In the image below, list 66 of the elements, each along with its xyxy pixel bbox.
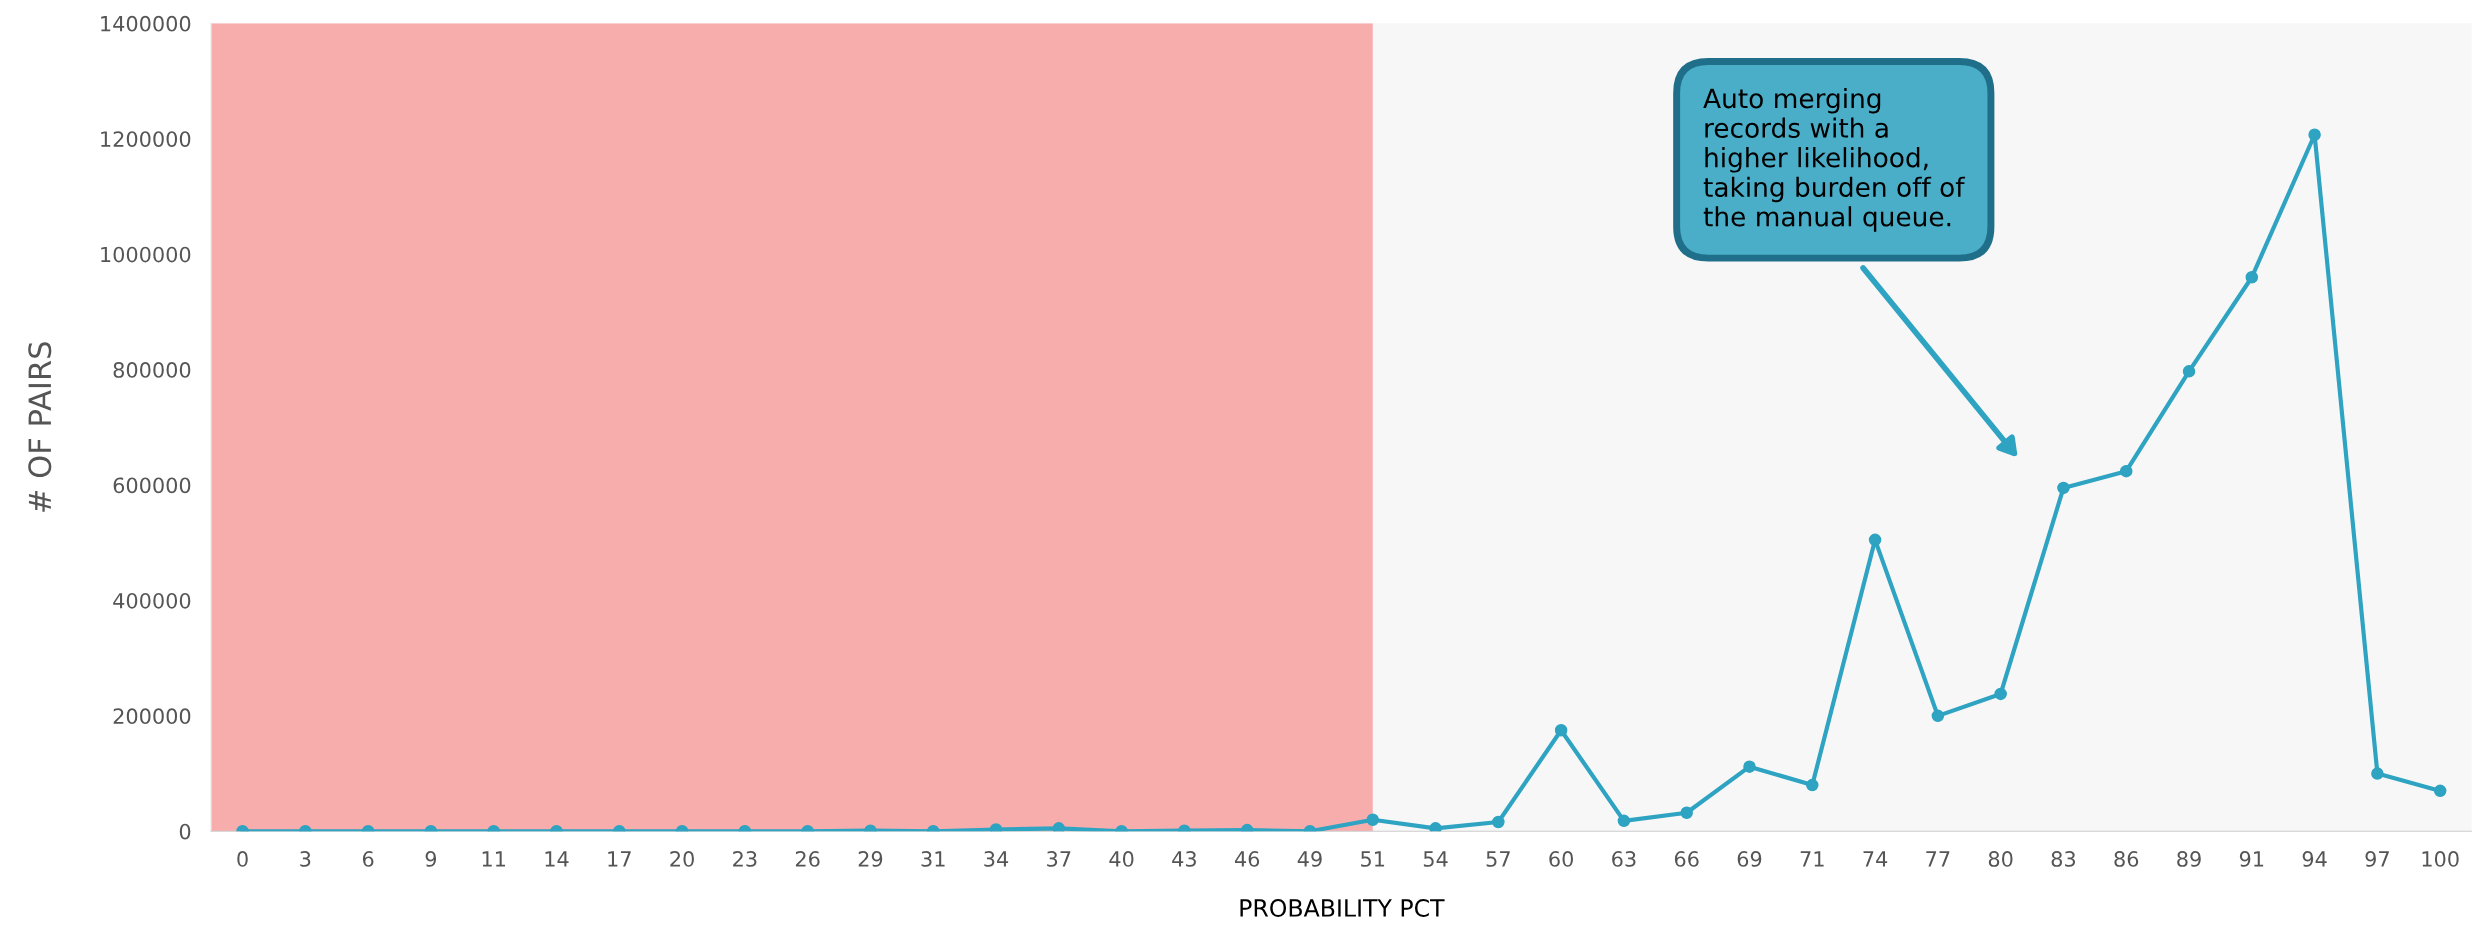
- x-tick-label: 77: [1926, 851, 1950, 867]
- x-tick-label: 80: [1988, 851, 2013, 867]
- x-tick-label: 63: [1612, 851, 1636, 867]
- x-tick-label: 100: [2422, 851, 2459, 867]
- x-tick-label: 14: [545, 851, 569, 867]
- y-tick-label: 800000: [113, 362, 191, 378]
- y-tick-label: 1200000: [101, 131, 191, 147]
- x-tick-label: 43: [1172, 851, 1196, 867]
- point: [2119, 464, 2133, 478]
- point: [2182, 365, 2196, 378]
- y-tick-label: 400000: [113, 592, 191, 609]
- x-tick-label: 34: [984, 851, 1009, 867]
- x-tick-label: 6: [362, 851, 374, 867]
- point: [1052, 822, 1066, 832]
- x-tick-label: 23: [733, 851, 757, 867]
- point: [2371, 767, 2384, 780]
- x-tick-label: 69: [1737, 851, 1762, 867]
- x-tick-label: 60: [1549, 851, 1573, 867]
- point: [1366, 813, 1380, 826]
- y-tick-label: 1000000: [101, 246, 191, 263]
- y-tick-label: 200000: [113, 708, 191, 725]
- x-tick-label: 74: [1863, 851, 1888, 867]
- x-tick-label: 11: [482, 851, 506, 867]
- x-tick-label: 31: [921, 851, 945, 867]
- point: [2308, 128, 2321, 141]
- x-tick-label: 40: [1109, 851, 1134, 867]
- x-tick-label: 26: [795, 851, 820, 867]
- x-axis-title: PROBABILITY PCT: [1240, 899, 1445, 917]
- x-tick-label: 49: [1297, 851, 1322, 867]
- point: [2433, 784, 2447, 798]
- x-tick-label: 91: [2239, 851, 2264, 867]
- y-tick-label: 1400000: [101, 15, 191, 32]
- point: [1429, 822, 1442, 832]
- x-tick-label: 89: [2177, 851, 2201, 867]
- x-tick-label: 97: [2365, 851, 2389, 867]
- x-tick-label: 83: [2051, 851, 2076, 867]
- x-tick-label: 0: [237, 851, 248, 867]
- x-tick-label: 51: [1361, 851, 1385, 867]
- x-tick-label: 66: [1674, 851, 1699, 867]
- point: [1554, 724, 1568, 737]
- y-axis-title: # OF PAIRS: [28, 342, 52, 512]
- point: [1617, 814, 1631, 828]
- x-tick-label: 20: [670, 851, 694, 867]
- y-tick-label: 0: [179, 823, 191, 840]
- x-tick-label: 17: [608, 851, 631, 867]
- point: [1492, 815, 1505, 829]
- x-tick-label: 94: [2302, 851, 2327, 867]
- x-tick-label: 37: [1047, 851, 1071, 867]
- point: [2245, 271, 2259, 284]
- point: [1931, 709, 1945, 723]
- x-tick-label: 71: [1800, 851, 1824, 867]
- point: [1994, 687, 2007, 701]
- point: [1743, 760, 1756, 773]
- x-tick-label: 3: [300, 851, 311, 867]
- x-tick-label: 29: [858, 851, 883, 867]
- point: [2057, 481, 2070, 495]
- point: [1806, 778, 1819, 792]
- annotation: Auto merging records with a higher likelihood, taking burden off of the manual queue.: [1703, 87, 1966, 232]
- x-tick-label: 57: [1486, 851, 1510, 867]
- x-tick-label: 9: [425, 851, 437, 867]
- point: [1868, 533, 1882, 547]
- x-tick-label: 86: [2114, 851, 2139, 867]
- x-tick-label: 54: [1423, 851, 1448, 867]
- y-tick-label: 600000: [113, 477, 191, 494]
- x-tick-label: 46: [1234, 851, 1260, 867]
- point: [1680, 806, 1693, 820]
